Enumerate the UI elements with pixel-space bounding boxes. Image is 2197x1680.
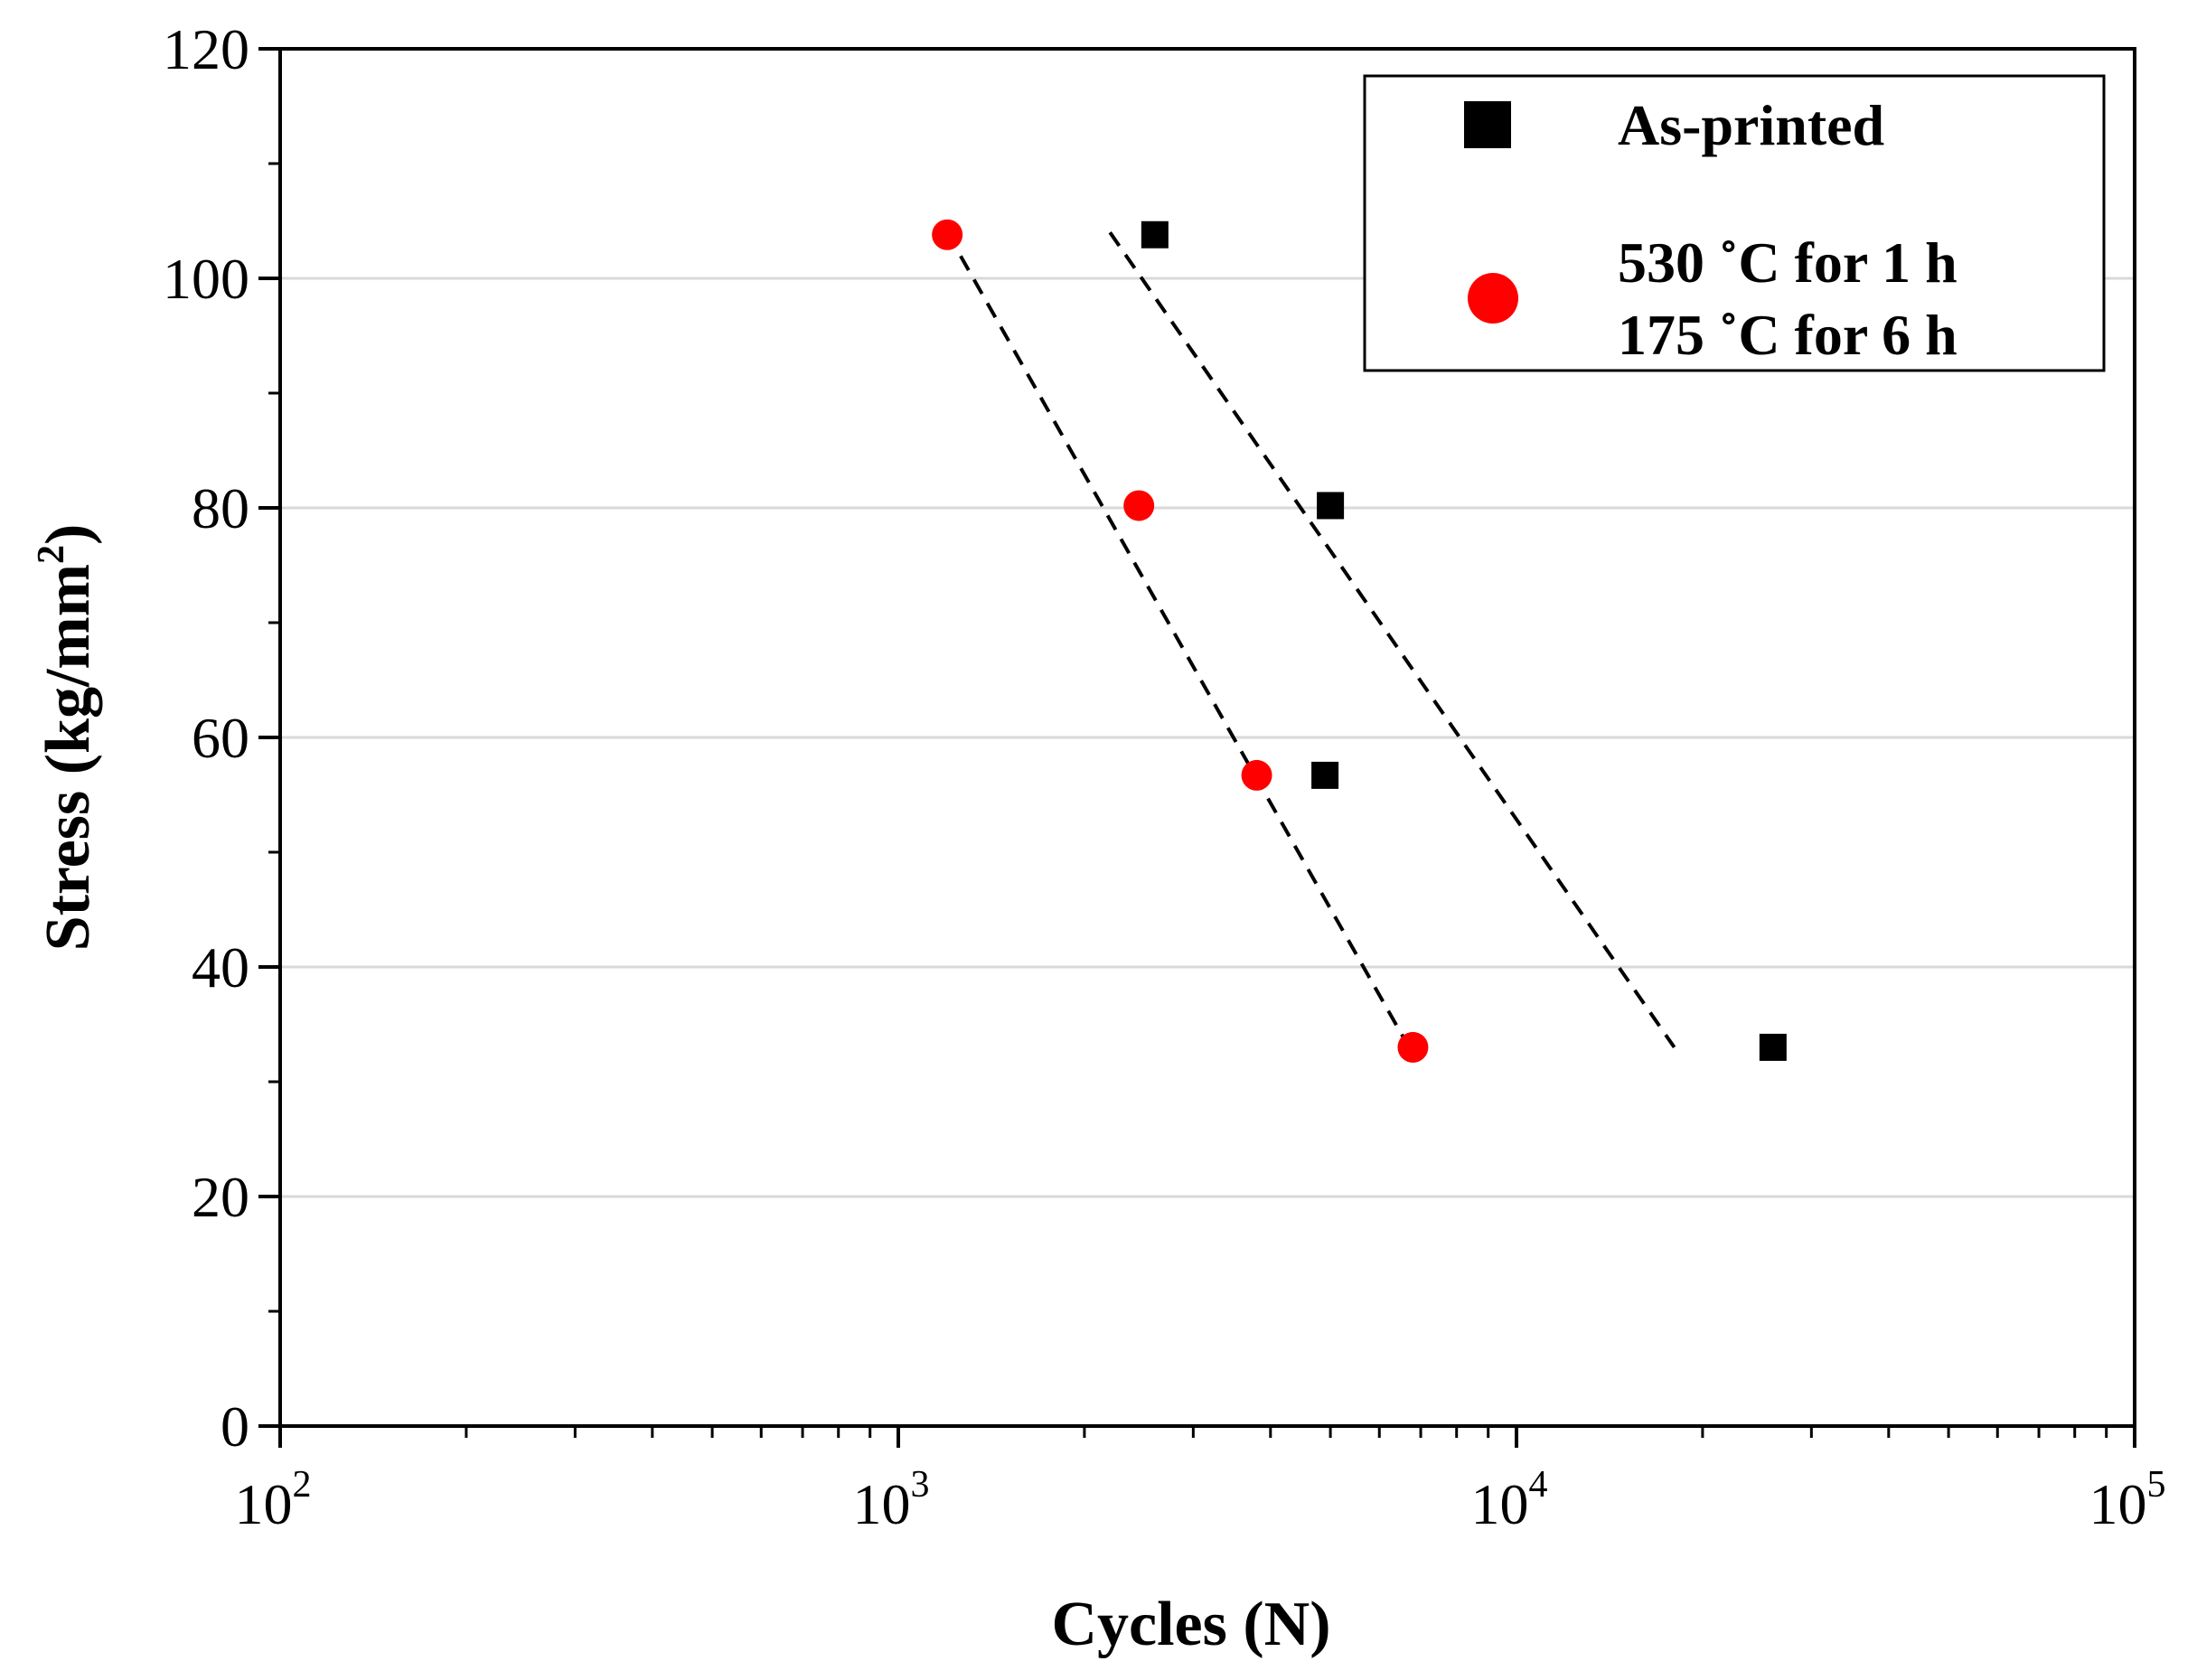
legend-square-marker [1464,101,1511,148]
y-axis-title-main: Stress (kg/mm [33,564,103,951]
y-tick-label: 0 [221,1394,249,1459]
heat-treated-point [1241,759,1272,791]
y-axis-title-sup: 2 [31,545,72,564]
y-tick-label: 120 [163,17,249,81]
y-tick-label: 60 [192,706,249,770]
trendlines [945,231,1676,1049]
y-tick-label: 20 [192,1165,249,1229]
x-tick-label: 102 [235,1464,312,1536]
x-tick-label: 103 [853,1464,930,1536]
as-printed-point [1759,1033,1787,1061]
legend-label-heat-line1: 530 ˚C for 1 h [1618,230,1958,295]
heat-treated-point [1397,1031,1429,1063]
data-points [932,219,1787,1063]
y-tick-label: 80 [192,476,249,540]
legend-label-as-printed: As-printed [1618,93,1884,157]
legend: As-printed 530 ˚C for 1 h 175 ˚C for 6 h [1363,74,2106,372]
y-tick-label: 40 [192,935,249,1000]
x-tick-exponent: 3 [911,1464,930,1506]
trendline [945,231,1411,1048]
as-printed-point [1317,492,1345,520]
as-printed-point [1311,761,1339,789]
x-tick-base: 10 [1471,1472,1529,1536]
y-axis-title-end: ) [33,524,103,545]
heat-treated-point [932,219,963,250]
x-axis-ticks: 102 103 104 105 [235,1426,2166,1536]
as-printed-point [1141,221,1169,249]
x-tick-label: 104 [1471,1464,1548,1536]
x-tick-base: 10 [2089,1472,2147,1536]
x-axis-title: Cycles (N) [1051,1590,1330,1659]
x-tick-exponent: 5 [2147,1464,2166,1506]
heat-treated-point [1123,490,1155,521]
trendline [1108,231,1676,1049]
y-tick-label: 100 [163,247,249,311]
x-tick-exponent: 4 [1529,1464,1548,1506]
x-tick-exponent: 2 [293,1464,312,1506]
legend-circle-marker [1468,273,1518,324]
grid-lines [280,277,2135,1198]
y-axis-ticks: 0 20 40 60 80 100 120 [163,17,280,1459]
legend-label-heat-line2: 175 ˚C for 6 h [1618,303,1958,367]
x-tick-base: 10 [853,1472,911,1536]
x-tick-base: 10 [235,1472,293,1536]
y-axis-title: Stress (kg/mm2) [31,524,103,952]
x-tick-label: 105 [2089,1464,2166,1536]
